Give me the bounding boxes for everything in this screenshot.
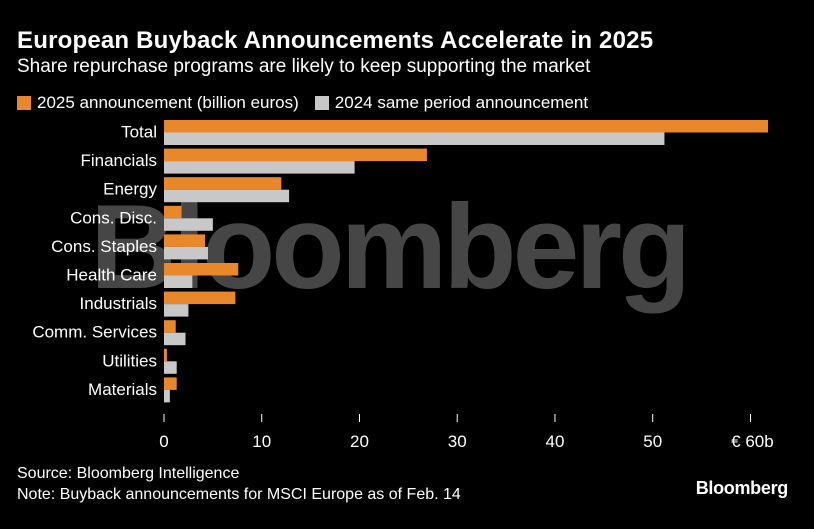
legend-swatch-2024 <box>314 96 329 110</box>
bar-2025 <box>164 263 239 276</box>
bar-2025 <box>164 234 206 247</box>
category-label: Cons. Staples <box>51 237 157 256</box>
category-label: Cons. Disc. <box>70 208 157 227</box>
category-label: Health Care <box>66 266 157 285</box>
category-label: Financials <box>80 151 157 170</box>
legend-swatch-2025 <box>17 96 31 110</box>
bar-2024 <box>164 275 193 288</box>
bar-2024 <box>164 361 177 374</box>
bar-2025 <box>164 320 176 333</box>
footer: Source: Bloomberg Intelligence Note: Buy… <box>17 463 461 505</box>
bar-2024 <box>164 332 186 346</box>
category-label: Materials <box>88 380 157 399</box>
x-tick-label: 20 <box>350 432 369 450</box>
bar-chart: Total Financials Energy Cons. Disc. Cons. St… <box>32 120 774 450</box>
legend-label-2025: 2025 announcement (billion euros) <box>37 93 299 112</box>
legend: 2025 announcement (billion euros) 2024 s… <box>17 93 604 113</box>
category-label: Industrials <box>80 294 157 313</box>
x-tick-label: 50 <box>643 432 662 450</box>
bar-2025 <box>164 120 769 133</box>
x-tick-label: 10 <box>252 432 271 450</box>
category-label: Utilities <box>102 351 157 370</box>
bar-2025 <box>164 148 427 162</box>
bar-2025 <box>164 177 282 190</box>
x-tick-label: 40 <box>546 432 565 450</box>
x-tick-label: 0 <box>159 432 168 450</box>
bar-2024 <box>164 189 290 203</box>
bar-2024 <box>164 304 189 317</box>
footnote: Note: Buyback announcements for MSCI Eur… <box>17 486 461 503</box>
bar-2024 <box>164 161 355 174</box>
legend-label-2024: 2024 same period announcement <box>334 93 589 112</box>
x-tick-label: € 60b <box>731 432 774 450</box>
category-label: Energy <box>103 180 157 199</box>
bar-2025 <box>164 377 177 390</box>
category-label: Total <box>121 123 157 142</box>
chart-subtitle: Share repurchase programs are likely to … <box>17 56 591 77</box>
bar-2025 <box>164 348 167 362</box>
chart-title: European Buyback Announcements Accelerat… <box>17 27 654 54</box>
bar-2024 <box>164 218 213 231</box>
bar-2025 <box>164 205 182 219</box>
bar-2024 <box>164 246 208 260</box>
source-note: Source: Bloomberg Intelligence <box>17 465 240 482</box>
category-label: Comm. Services <box>32 323 157 342</box>
x-tick-label: 30 <box>448 432 467 450</box>
legend-item-2024: 2024 same period announcement <box>314 93 589 113</box>
bar-2024 <box>164 132 665 145</box>
legend-item-2025: 2025 announcement (billion euros) <box>17 93 299 113</box>
bar-2025 <box>164 291 236 305</box>
bar-2024 <box>164 389 170 403</box>
bloomberg-logo: Bloomberg <box>695 478 789 498</box>
